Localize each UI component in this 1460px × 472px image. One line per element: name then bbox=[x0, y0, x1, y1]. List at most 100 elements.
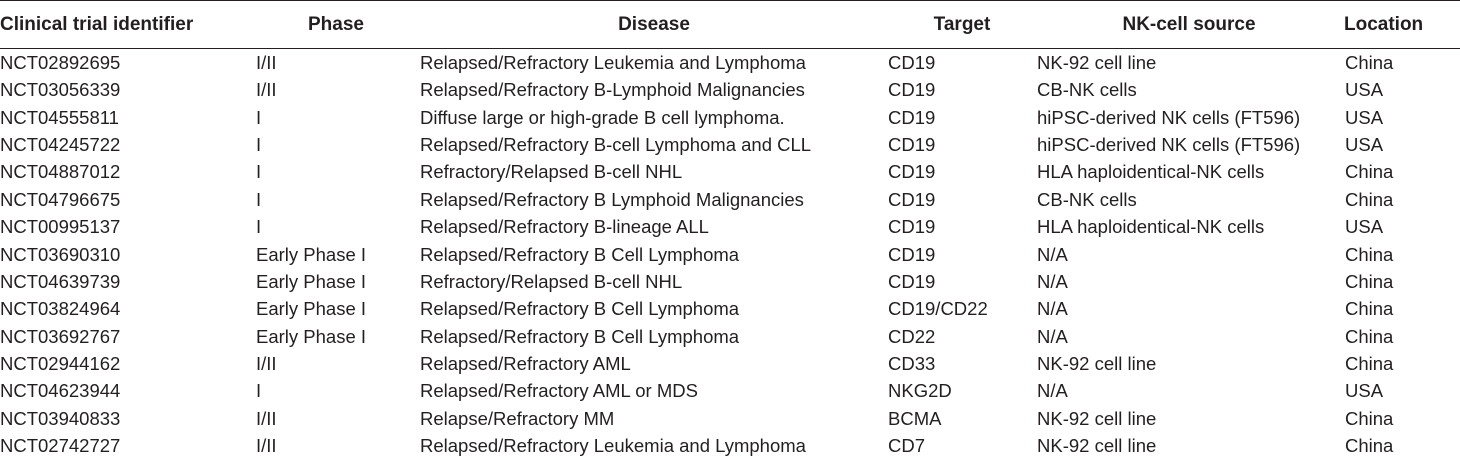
disease-cell: Relapsed/Refractory AML bbox=[420, 353, 631, 375]
phase-cell: I bbox=[256, 133, 262, 155]
phase-cell: I bbox=[256, 380, 262, 402]
nk-source-cell: N/A bbox=[1037, 270, 1068, 292]
location-cell: China bbox=[1345, 161, 1394, 183]
phase-cell: I/II bbox=[256, 407, 277, 429]
target-cell: CD19 bbox=[888, 270, 936, 292]
phase-cell: I bbox=[256, 216, 262, 238]
disease-cell: Relapsed/Refractory B Lymphoid Malignanc… bbox=[420, 188, 804, 210]
trial-id-cell: NCT02944162 bbox=[0, 353, 121, 375]
target-cell: CD19 bbox=[888, 188, 936, 210]
target-cell: CD7 bbox=[888, 435, 926, 457]
trial-id-cell: NCT03692767 bbox=[0, 325, 121, 347]
target-cell: CD19 bbox=[888, 52, 936, 73]
disease-cell: Relapsed/Refractory B-cell Lymphoma and … bbox=[420, 133, 812, 155]
table-row: NCT04796675 I Relapsed/Refractory B Lympho… bbox=[0, 186, 1460, 213]
target-cell: CD19 bbox=[888, 133, 936, 155]
trial-id-cell: NCT02892695 bbox=[0, 52, 121, 73]
location-cell: USA bbox=[1345, 106, 1384, 128]
phase-cell: I bbox=[256, 106, 262, 128]
disease-cell: Relapsed/Refractory Leukemia and Lymphom… bbox=[420, 52, 806, 73]
nk-source-cell: N/A bbox=[1037, 243, 1068, 265]
location-cell: China bbox=[1345, 270, 1394, 292]
target-cell: CD19 bbox=[888, 243, 936, 265]
table-row: NCT00995137 I Relapsed/Refractory B-lineag… bbox=[0, 213, 1460, 240]
location-cell: USA bbox=[1345, 79, 1384, 101]
header-disease: Disease bbox=[420, 0, 888, 49]
location-cell: China bbox=[1345, 325, 1394, 347]
disease-cell: Refractory/Relapsed B-cell NHL bbox=[420, 270, 683, 292]
disease-cell: Relapsed/Refractory B Cell Lymphoma bbox=[420, 325, 740, 347]
header-row: Clinical trial identifier Phase Disease … bbox=[0, 0, 1460, 49]
header-target: Target bbox=[888, 0, 1036, 49]
location-cell: China bbox=[1345, 243, 1394, 265]
header-clinical-trial-identifier: Clinical trial identifier bbox=[0, 0, 252, 49]
target-cell: CD22 bbox=[888, 325, 936, 347]
phase-cell: I/II bbox=[256, 353, 277, 375]
location-cell: China bbox=[1345, 188, 1394, 210]
table-body: NCT02892695 I/II Relapsed/Refractory Leuke… bbox=[0, 49, 1460, 460]
clinical-trials-table: Clinical trial identifier Phase Disease … bbox=[0, 0, 1460, 460]
disease-cell: Relapsed/Refractory AML or MDS bbox=[420, 380, 698, 402]
trial-id-cell: NCT03824964 bbox=[0, 298, 121, 320]
location-cell: USA bbox=[1345, 133, 1384, 155]
target-cell: CD19 bbox=[888, 79, 936, 101]
trial-id-cell: NCT04639739 bbox=[0, 270, 121, 292]
target-cell: CD19 bbox=[888, 161, 936, 183]
location-cell: China bbox=[1345, 353, 1394, 375]
nk-source-cell: NK-92 cell line bbox=[1037, 435, 1157, 457]
table-header: Clinical trial identifier Phase Disease … bbox=[0, 0, 1460, 49]
nk-source-cell: CB-NK cells bbox=[1037, 188, 1137, 210]
trial-id-cell: NCT03056339 bbox=[0, 79, 121, 101]
table-row: NCT03056339 I/II Relapsed/Refractory B-Lym… bbox=[0, 76, 1460, 103]
trial-id-cell: NCT02742727 bbox=[0, 435, 121, 457]
table-row: NCT04555811 I Diffuse large or high-grade … bbox=[0, 103, 1460, 130]
table-row: NCT04623944 I Relapsed/Refractory AML or M… bbox=[0, 377, 1460, 404]
phase-cell: I/II bbox=[256, 435, 277, 457]
disease-cell: Relapsed/Refractory B Cell Lymphoma bbox=[420, 243, 740, 265]
target-cell: NKG2D bbox=[888, 380, 952, 402]
table-row: NCT02944162 I/II Relapsed/Refractory AML CD… bbox=[0, 350, 1460, 377]
location-cell: USA bbox=[1345, 380, 1384, 402]
nk-source-cell: N/A bbox=[1037, 298, 1068, 320]
disease-cell: Diffuse large or high-grade B cell lymph… bbox=[420, 106, 785, 128]
phase-cell: Early Phase I bbox=[256, 298, 367, 320]
phase-cell: I/II bbox=[256, 52, 277, 73]
target-cell: CD33 bbox=[888, 353, 936, 375]
target-cell: BCMA bbox=[888, 407, 942, 429]
target-cell: CD19 bbox=[888, 216, 936, 238]
nk-source-cell: HLA haploidentical-NK cells bbox=[1037, 161, 1265, 183]
header-phase: Phase bbox=[252, 0, 420, 49]
trial-id-cell: NCT03940833 bbox=[0, 407, 121, 429]
trial-id-cell: NCT00995137 bbox=[0, 216, 121, 238]
nk-source-cell: CB-NK cells bbox=[1037, 79, 1137, 101]
nk-source-cell: hiPSC-derived NK cells (FT596) bbox=[1037, 106, 1301, 128]
trial-id-cell: NCT04623944 bbox=[0, 380, 121, 402]
target-cell: CD19 bbox=[888, 106, 936, 128]
trial-id-cell: NCT03690310 bbox=[0, 243, 121, 265]
phase-cell: Early Phase I bbox=[256, 325, 367, 347]
table-row: NCT04245722 I Relapsed/Refractory B-cell L… bbox=[0, 131, 1460, 158]
disease-cell: Relapsed/Refractory Leukemia and Lymphom… bbox=[420, 435, 806, 457]
trial-id-cell: NCT04555811 bbox=[0, 106, 119, 128]
nk-source-cell: NK-92 cell line bbox=[1037, 407, 1157, 429]
trial-id-cell: NCT04245722 bbox=[0, 133, 121, 155]
table-row: NCT03824964 Early Phase I Relapsed/Refract… bbox=[0, 295, 1460, 322]
disease-cell: Relapsed/Refractory B-lineage ALL bbox=[420, 216, 709, 238]
disease-cell: Relapsed/Refractory B Cell Lymphoma bbox=[420, 298, 740, 320]
table-row: NCT02892695 I/II Relapsed/Refractory Leuke… bbox=[0, 49, 1460, 77]
table-row: NCT02742727 I/II Relapsed/Refractory Leuke… bbox=[0, 432, 1460, 459]
header-nk-cell-source: NK-cell source bbox=[1036, 0, 1342, 49]
location-cell: USA bbox=[1345, 216, 1384, 238]
phase-cell: I bbox=[256, 161, 262, 183]
trial-id-cell: NCT04796675 bbox=[0, 188, 121, 210]
phase-cell: Early Phase I bbox=[256, 243, 367, 265]
phase-cell: Early Phase I bbox=[256, 270, 367, 292]
table-row: NCT04639739 Early Phase I Refractory/Relap… bbox=[0, 268, 1460, 295]
nk-source-cell: NK-92 cell line bbox=[1037, 52, 1157, 73]
table-row: NCT04887012 I Refractory/Relapsed B-cell N… bbox=[0, 158, 1460, 185]
disease-cell: Refractory/Relapsed B-cell NHL bbox=[420, 161, 683, 183]
nk-source-cell: N/A bbox=[1037, 325, 1068, 347]
disease-cell: Relapsed/Refractory B-Lymphoid Malignanc… bbox=[420, 79, 805, 101]
table-row: NCT03692767 Early Phase I Relapsed/Refract… bbox=[0, 323, 1460, 350]
